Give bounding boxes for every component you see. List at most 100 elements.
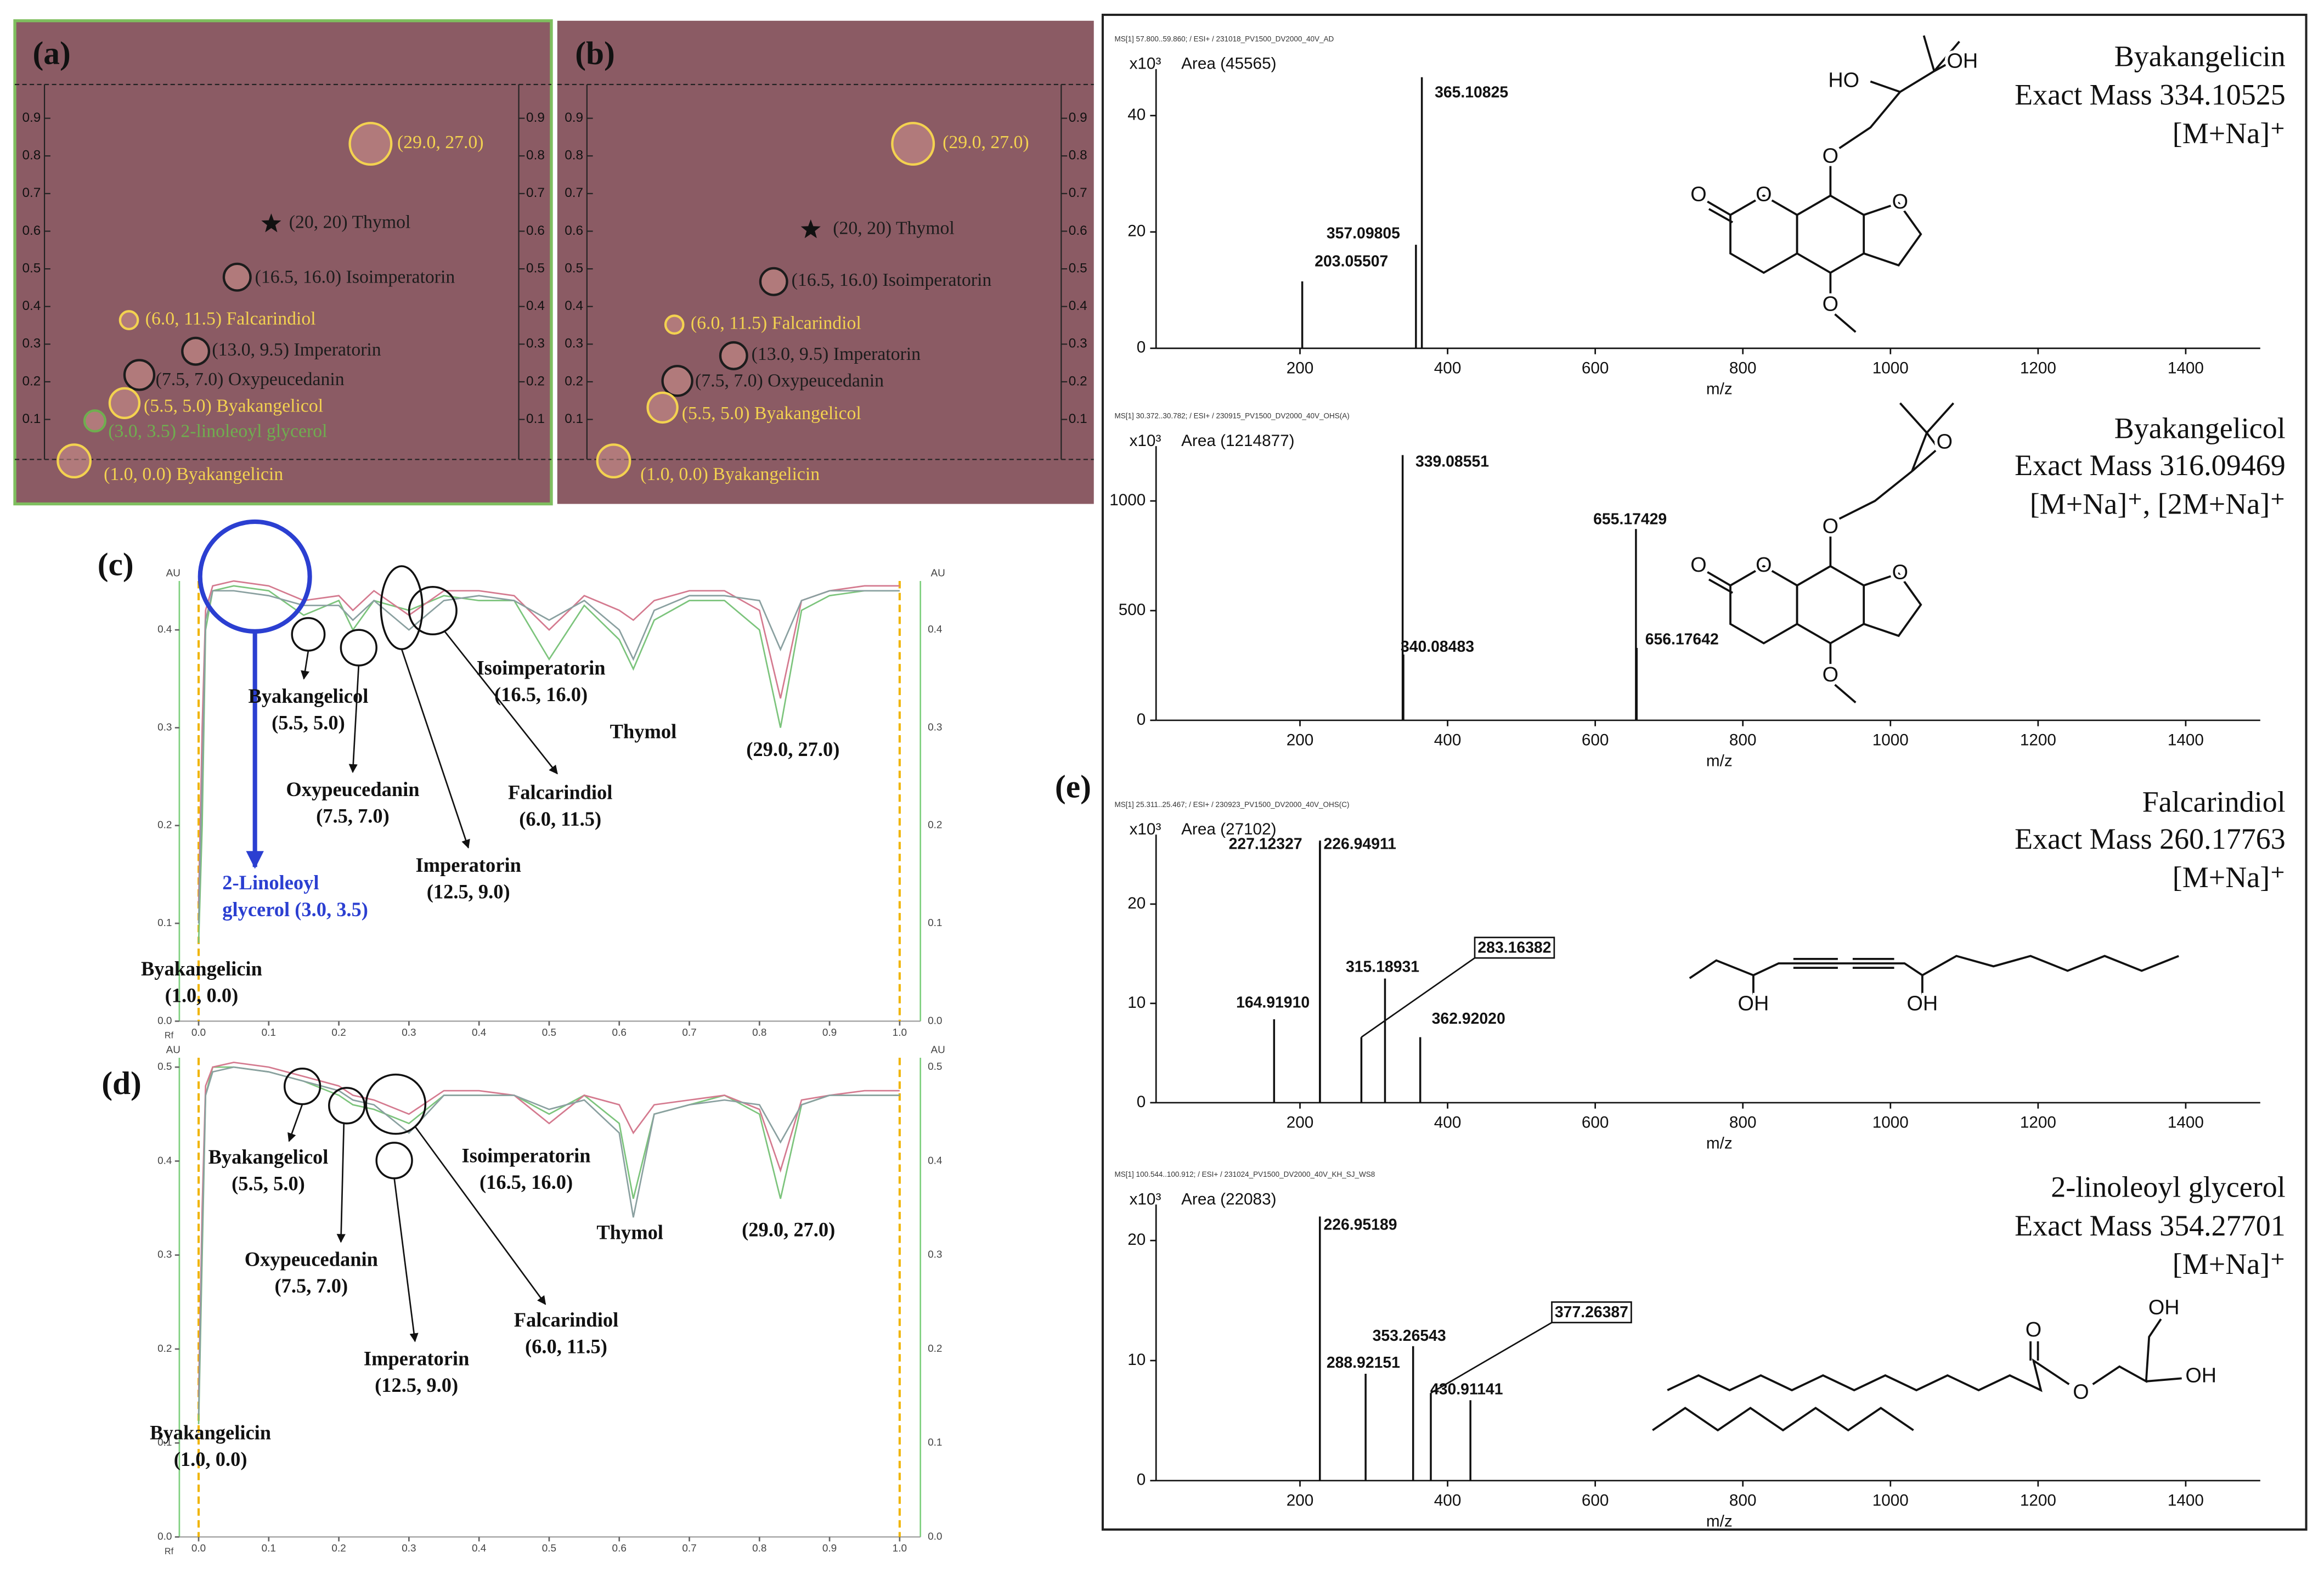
spot-label: (7.5, 7.0) Oxypeucedanin <box>156 369 345 390</box>
x-tick-label: 0.3 <box>402 1543 416 1554</box>
peak-label: 203.05507 <box>1315 253 1388 270</box>
y-tick-label: 0 <box>1137 1093 1146 1111</box>
y-tick-label: 10 <box>1127 994 1146 1012</box>
spot-label: (1.0, 0.0) Byakangelicin <box>640 464 820 484</box>
x-tick-label: 1.0 <box>893 1027 907 1039</box>
bond <box>1708 208 1734 223</box>
annotation: glycerol (3.0, 3.5) <box>222 899 368 921</box>
panel-label: (e) <box>1055 769 1091 805</box>
atom-label: OH <box>1738 992 1769 1016</box>
spectrum-title: Byakangelicin <box>2114 40 2286 72</box>
area-label: Area (22083) <box>1181 1190 1276 1208</box>
x-tick-label: 0.9 <box>822 1543 837 1554</box>
spot-label: (1.0, 0.0) Byakangelicin <box>104 464 283 484</box>
atom-label: OH <box>2185 1364 2216 1387</box>
atom-label: O <box>1823 144 1838 167</box>
tick-label: 0.3 <box>526 336 545 351</box>
bond <box>1708 578 1734 594</box>
area-label: Area (1214877) <box>1181 432 1294 450</box>
annotation: (5.5, 5.0) <box>232 1173 305 1195</box>
x-tick-label: 0.8 <box>752 1543 766 1554</box>
tick-label: 0.5 <box>22 261 41 275</box>
y-tick-label: 0.2 <box>928 820 942 831</box>
x-tick-label: 0.4 <box>472 1543 486 1554</box>
x-tick-label: 1.0 <box>893 1543 907 1554</box>
y-tick-label: 0.3 <box>928 1249 942 1261</box>
y-tick-label: 0 <box>1137 710 1146 729</box>
spot <box>348 122 393 166</box>
bond <box>1667 1358 2070 1392</box>
annotation: (29.0, 27.0) <box>746 738 839 760</box>
peak-label: 357.09805 <box>1327 224 1400 242</box>
x-tick-label: 400 <box>1434 1114 1462 1132</box>
y-tick-label: 0.2 <box>928 1343 942 1355</box>
y-tick-label: 0.0 <box>157 1531 172 1542</box>
spot-label: (6.0, 11.5) Falcarindiol <box>691 313 861 333</box>
ring <box>1729 565 1798 645</box>
bond <box>2146 1377 2182 1383</box>
tick-label: 0.5 <box>526 261 545 275</box>
spot-label: (29.0, 27.0) <box>943 132 1029 153</box>
trace <box>198 580 900 904</box>
tick-label: 0.4 <box>526 298 545 313</box>
tick-label: 0.5 <box>565 261 583 275</box>
y-multiplier: x10³ <box>1130 1190 1161 1208</box>
tick-label: 0.3 <box>1069 336 1087 351</box>
spectrum-title: Falcarindiol <box>2142 785 2286 818</box>
tick-label: 0.5 <box>1069 261 1087 275</box>
peak-label: 655.17429 <box>1593 511 1667 528</box>
axis-unit: Rf <box>165 1031 174 1041</box>
y-multiplier: x10³ <box>1130 820 1161 838</box>
annotation: Imperatorin <box>364 1347 469 1369</box>
x-tick-label: 400 <box>1434 1491 1462 1509</box>
x-axis-label: m/z <box>1706 1512 1733 1530</box>
highlight-circle <box>365 1073 427 1135</box>
trace <box>198 590 900 924</box>
bond <box>1707 571 1731 586</box>
x-tick-label: 0.2 <box>331 1543 346 1554</box>
spot <box>222 262 252 292</box>
x-tick-label: 600 <box>1582 359 1609 377</box>
spectrum-header: MS[1] 30.372..30.782; / ESI+ / 230915_PV… <box>1115 412 1350 420</box>
star-marker <box>261 213 281 233</box>
annotation: Thymol <box>596 1222 663 1244</box>
atom-label: HO <box>1828 69 1859 92</box>
spot-label: (29.0, 27.0) <box>397 132 483 153</box>
panel-label: (a) <box>32 35 70 71</box>
spot <box>83 409 106 433</box>
peak-label: 430.91141 <box>1430 1380 1503 1398</box>
spectrum-title: [M+Na]⁺ <box>2173 117 2286 150</box>
spot-label: (16.5, 16.0) Isoimperatorin <box>792 270 992 290</box>
area-label: Area (27102) <box>1181 820 1276 838</box>
peak-label: 164.91910 <box>1236 994 1310 1011</box>
bond <box>1911 430 1937 472</box>
tick-label: 0.3 <box>565 336 583 351</box>
x-tick-label: 0.9 <box>822 1027 837 1039</box>
atom-label: OH <box>2148 1296 2180 1319</box>
area-label: Area (45565) <box>1181 55 1276 73</box>
x-tick-label: 200 <box>1287 731 1314 749</box>
atom-label: O <box>1892 561 1908 584</box>
tick-label: 0.3 <box>22 336 41 351</box>
x-axis-label: m/z <box>1706 1134 1733 1152</box>
bond <box>1922 35 1936 72</box>
tick-label: 0.4 <box>22 298 41 313</box>
peak-label: 340.08483 <box>1401 638 1474 656</box>
y-tick-label: 0 <box>1137 1471 1146 1489</box>
x-tick-label: 800 <box>1729 1114 1757 1132</box>
x-tick-label: 200 <box>1287 1491 1314 1509</box>
annotation: (16.5, 16.0) <box>480 1171 573 1193</box>
tick-label: 0.9 <box>565 110 583 125</box>
annotation: Falcarindiol <box>508 781 612 803</box>
x-tick-label: 200 <box>1287 1114 1314 1132</box>
spectrum-title: Exact Mass 354.27701 <box>2015 1209 2286 1242</box>
tick-label: 0.1 <box>526 411 545 426</box>
spectrum-title: Exact Mass 334.10525 <box>2015 78 2286 111</box>
x-tick-label: 0.2 <box>331 1027 346 1039</box>
peak-label: 226.94911 <box>1323 835 1396 853</box>
y-tick-label: 0.1 <box>928 917 942 929</box>
arrow <box>414 1126 546 1305</box>
peak-label: 365.10825 <box>1435 84 1508 101</box>
x-tick-label: 0.0 <box>191 1027 206 1039</box>
